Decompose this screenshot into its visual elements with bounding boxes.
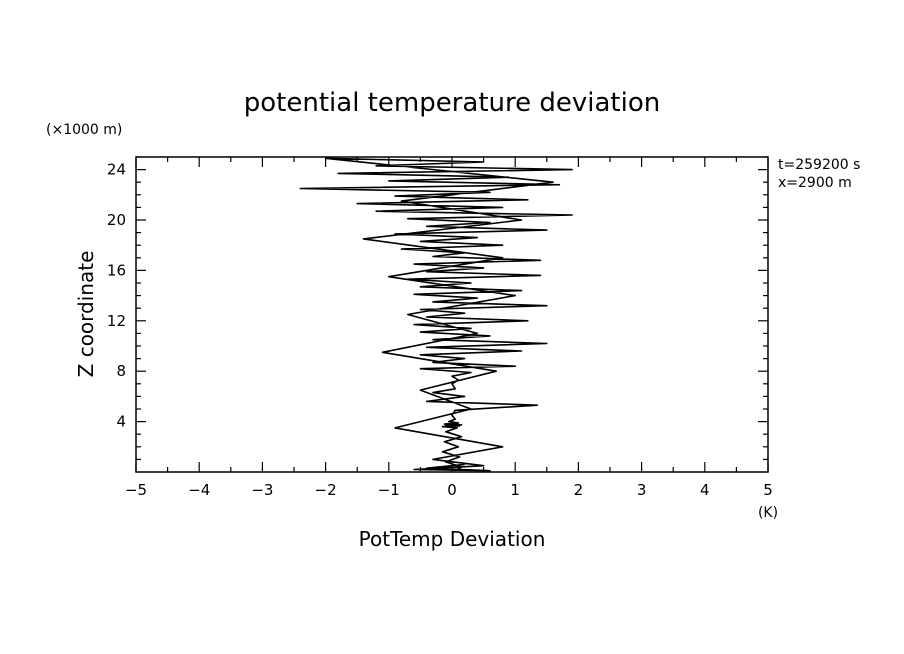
y-axis-title: Z coordinate [74, 251, 98, 378]
x-tick-label: −1 [378, 481, 400, 499]
y-tick-label: 20 [107, 211, 126, 229]
x-axis-title: PotTemp Deviation [359, 527, 546, 551]
y-tick-label: 8 [116, 362, 126, 380]
x-tick-label: 1 [510, 481, 520, 499]
x-tick-label: 5 [763, 481, 773, 499]
y-unit-label: (×1000 m) [46, 122, 122, 138]
series-line-0 [299, 157, 573, 472]
y-tick-label: 24 [107, 161, 126, 179]
time-annotation: t=259200 s [778, 157, 860, 173]
x-tick-label: −4 [188, 481, 210, 499]
x-tick-label: −3 [251, 481, 273, 499]
y-tick-label: 12 [107, 312, 126, 330]
x-tick-label: 0 [447, 481, 457, 499]
plot-frame [135, 156, 769, 473]
x-tick-label: −2 [315, 481, 337, 499]
x-tick-label: 4 [700, 481, 710, 499]
x-tick-label: 2 [574, 481, 584, 499]
y-tick-label: 16 [107, 261, 126, 279]
plot-area [299, 157, 573, 472]
x-tick-label: 3 [637, 481, 647, 499]
x-tick-label: −5 [125, 481, 147, 499]
y-tick-label: 4 [116, 413, 126, 431]
x-unit-label: (K) [758, 505, 778, 521]
position-annotation: x=2900 m [778, 175, 852, 191]
chart-title: potential temperature deviation [244, 88, 660, 118]
